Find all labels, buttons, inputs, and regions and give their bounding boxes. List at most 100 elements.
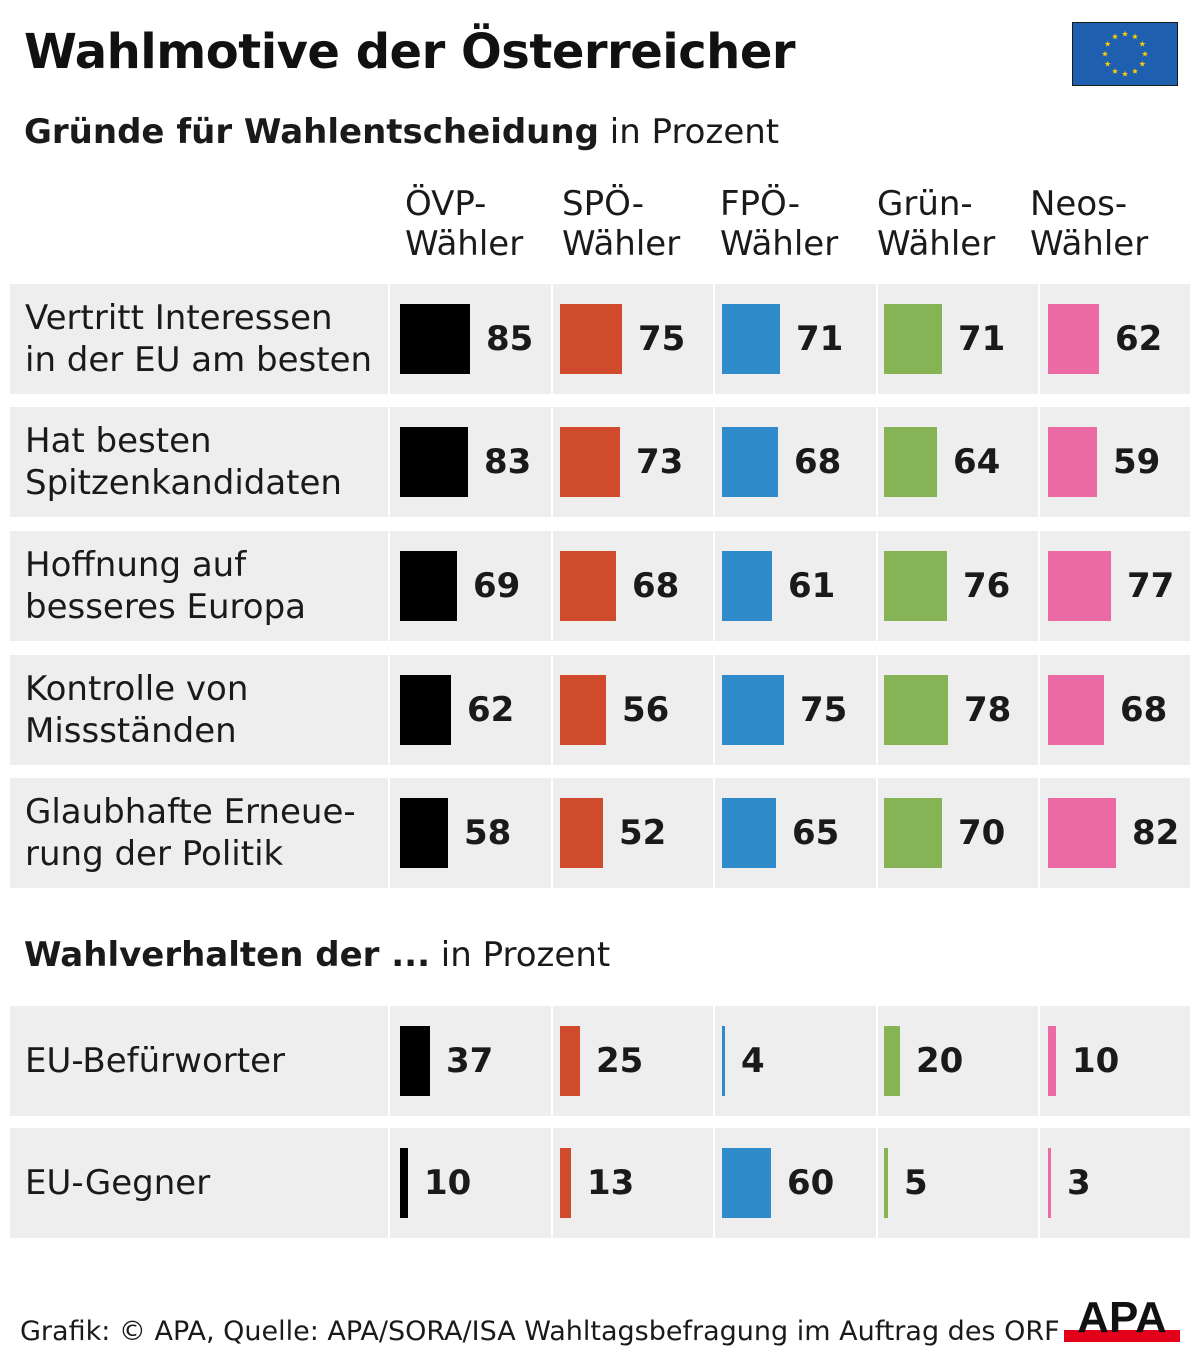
section1-title: Gründe für Wahlentscheidung in Prozent — [24, 112, 779, 152]
bar-value-label: 71 — [796, 319, 844, 359]
bar — [560, 798, 603, 868]
bar-value-label: 60 — [787, 1163, 835, 1203]
column-header-party: Grün- — [877, 184, 973, 224]
apa-logo-text: APA — [1077, 1294, 1167, 1342]
column-divider — [876, 778, 878, 888]
bar — [400, 798, 448, 868]
row-label-line: rung der Politik — [25, 834, 284, 874]
bar — [1048, 675, 1104, 745]
column-header-voter: Wähler — [1030, 224, 1149, 264]
row-label-line: EU-Gegner — [25, 1163, 211, 1203]
bar-value-label: 37 — [446, 1041, 494, 1081]
bar-value-label: 20 — [916, 1041, 964, 1081]
bar-value-label: 61 — [788, 566, 836, 606]
eu-flag — [1072, 22, 1178, 86]
column-header: SPÖ- Wähler — [562, 184, 680, 264]
bar — [1048, 1026, 1056, 1096]
bar-value-label: 5 — [904, 1163, 928, 1203]
eu-attitude-row-label: EU-Befürworter — [25, 1006, 387, 1116]
bar — [722, 1148, 771, 1218]
column-header-party: ÖVP- — [405, 184, 487, 224]
bar-value-label: 25 — [596, 1041, 644, 1081]
bar — [560, 427, 620, 497]
section1-title-bold: Gründe für Wahlentscheidung — [24, 112, 599, 152]
apa-logo-bar — [1064, 1330, 1180, 1342]
bar-value-label: 85 — [486, 319, 534, 359]
bar — [560, 551, 616, 621]
bar-value-label: 64 — [953, 442, 1001, 482]
bar-value-label: 68 — [794, 442, 842, 482]
column-header-party: Neos- — [1030, 184, 1128, 224]
row-label-line: in der EU am besten — [25, 340, 373, 380]
eu-star-icon — [1104, 40, 1111, 47]
bar — [722, 304, 780, 374]
bar-value-label: 65 — [792, 813, 840, 853]
column-header-voter: Wähler — [405, 224, 524, 264]
column-divider — [551, 1006, 553, 1116]
bar-value-label: 59 — [1113, 442, 1161, 482]
row-label-line: Vertritt Interessen — [25, 298, 333, 338]
bar — [400, 1026, 430, 1096]
column-divider — [713, 284, 715, 394]
row-label-line: Hoffnung auf — [25, 545, 247, 585]
eu-star-icon — [1121, 30, 1129, 37]
eu-star-icon — [1111, 33, 1119, 40]
column-divider — [388, 778, 390, 888]
bar — [722, 427, 778, 497]
column-divider — [876, 655, 878, 765]
bar — [722, 675, 784, 745]
section2-title-rest: in Prozent — [430, 935, 611, 975]
column-header: Neos- Wähler — [1030, 184, 1148, 264]
column-header: Grün- Wähler — [877, 184, 995, 264]
section1-title-rest: in Prozent — [598, 112, 780, 152]
column-divider — [388, 1006, 390, 1116]
bar — [400, 427, 468, 497]
bar — [722, 798, 776, 868]
reason-row-label: Hoffnung auf besseres Europa — [25, 531, 387, 641]
bar — [1048, 427, 1097, 497]
row-label-line: Spitzenkandidaten — [25, 463, 342, 503]
column-divider — [1038, 407, 1040, 517]
column-divider — [551, 655, 553, 765]
bar — [560, 1026, 580, 1096]
bar — [400, 675, 451, 745]
bar-value-label: 10 — [1072, 1041, 1120, 1081]
bar — [560, 1148, 571, 1218]
source-footer: Grafik: © APA, Quelle: APA/SORA/ISA Wahl… — [20, 1316, 1060, 1347]
row-label-line: Missständen — [25, 711, 237, 751]
column-divider — [713, 655, 715, 765]
bar-value-label: 75 — [638, 319, 686, 359]
column-header: FPÖ- Wähler — [720, 184, 838, 264]
column-divider — [876, 407, 878, 517]
column-divider — [551, 778, 553, 888]
column-divider — [1038, 655, 1040, 765]
eu-star-icon — [1121, 70, 1129, 77]
column-divider — [1038, 531, 1040, 641]
row-label-line: Hat besten — [25, 421, 212, 461]
eu-attitude-row — [10, 1006, 1190, 1116]
reason-row-label: Kontrolle von Missständen — [25, 655, 387, 765]
eu-star-icon — [1104, 60, 1111, 67]
column-header-voter: Wähler — [720, 224, 839, 264]
bar-value-label: 71 — [958, 319, 1006, 359]
column-divider — [551, 284, 553, 394]
bar — [1048, 551, 1111, 621]
column-divider — [1038, 284, 1040, 394]
bar-value-label: 76 — [963, 566, 1011, 606]
column-divider — [876, 1128, 878, 1238]
bar-value-label: 13 — [587, 1163, 635, 1203]
page-title: Wahlmotive der Österreicher — [24, 24, 796, 80]
bar-value-label: 75 — [800, 690, 848, 730]
bar-value-label: 4 — [741, 1041, 765, 1081]
reason-row-label: Glaubhafte Erneue-rung der Politik — [25, 778, 387, 888]
section2-title-bold: Wahlverhalten der ... — [24, 935, 430, 975]
column-divider — [713, 778, 715, 888]
column-divider — [388, 655, 390, 765]
row-label-line: Glaubhafte Erneue- — [25, 792, 356, 832]
bar — [884, 675, 948, 745]
eu-star-icon — [1131, 33, 1139, 40]
column-divider — [388, 1128, 390, 1238]
column-header-voter: Wähler — [562, 224, 681, 264]
column-divider — [876, 1006, 878, 1116]
column-divider — [1038, 778, 1040, 888]
